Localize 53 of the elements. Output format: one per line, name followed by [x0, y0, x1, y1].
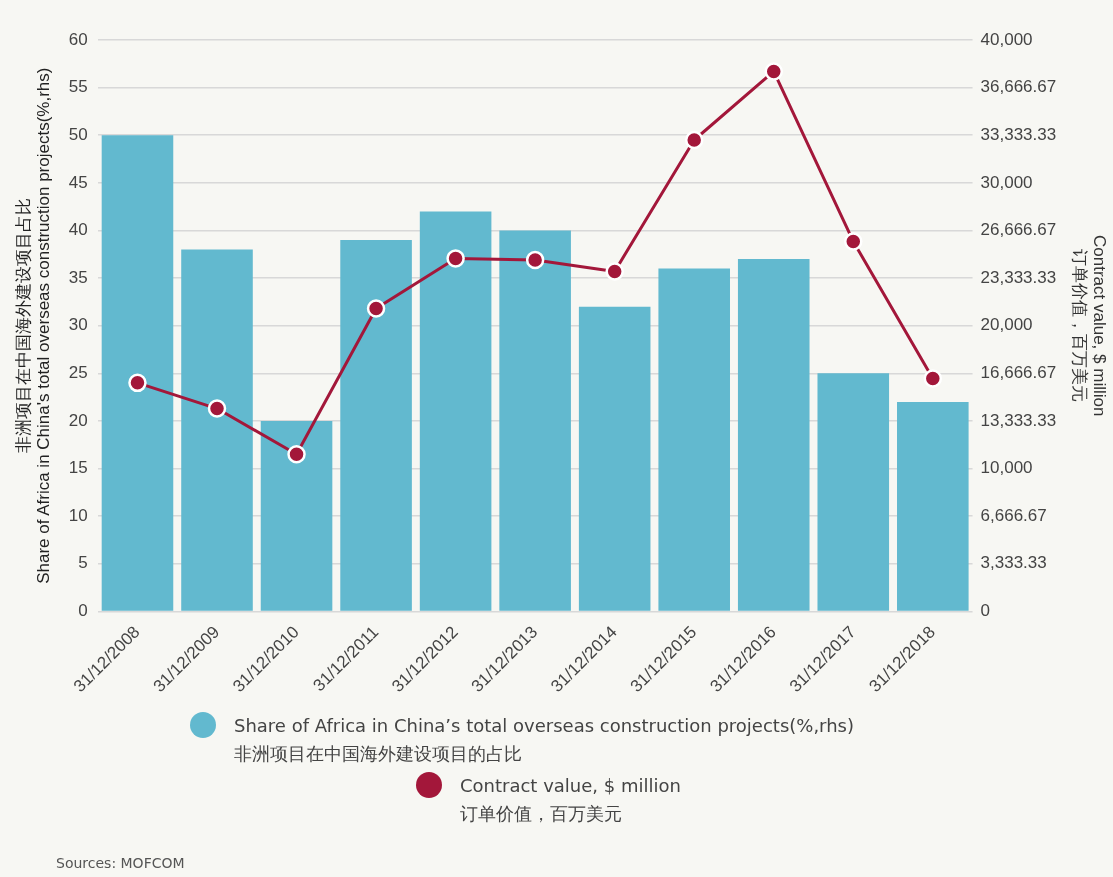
point — [366, 299, 386, 318]
legend-label: Share of Africa in China’s total overseas construction projects(%,rhs) 非洲项目在中国海外建设项目的占比 — [234, 714, 855, 766]
y-tick-label: 45 — [68, 172, 88, 192]
point — [287, 445, 306, 464]
y-tick-label: 15 — [68, 458, 88, 478]
y2-tick-label: 33,333.33 — [980, 124, 1057, 144]
y-tick-label: 35 — [68, 267, 88, 287]
y2-tick-label: 40,000 — [980, 29, 1033, 49]
point — [207, 399, 227, 418]
point — [605, 262, 624, 281]
y2-tick-label: 13,333.33 — [980, 410, 1057, 430]
bar — [737, 259, 810, 611]
source-note: Sources: MOFCOM — [56, 855, 185, 871]
y-tick-label: 25 — [68, 363, 88, 383]
y2-tick-label: 6,666.67 — [980, 505, 1047, 525]
y2-tick-label: 36,666.67 — [980, 77, 1057, 97]
y2-tick-label: 20,000 — [980, 315, 1033, 335]
bar — [658, 268, 730, 611]
bar — [578, 306, 651, 611]
y-tick-label: 60 — [68, 29, 88, 49]
y-tick-label: 5 — [78, 553, 88, 573]
bar — [101, 135, 174, 611]
bar — [340, 239, 412, 611]
y2-tick-label: 30,000 — [980, 172, 1033, 192]
y-tick-label: 50 — [68, 124, 88, 144]
bar — [499, 230, 571, 611]
legend-label: Contract value, $ million 订单价值，百万美元 — [460, 774, 681, 826]
y2-tick-label: 16,666.67 — [980, 363, 1057, 383]
point — [764, 62, 783, 81]
point — [844, 232, 863, 251]
y2-tick-label: 3,333.33 — [980, 553, 1047, 573]
y-tick-label: 10 — [68, 505, 88, 525]
bar — [897, 401, 969, 611]
y2-tick-label: 10,000 — [980, 458, 1033, 478]
bar — [181, 249, 253, 611]
y-axis-title: 非洲项目在中国海外建设项目占比 Share of Africa in China's total overseas construction projects(%,rhs) — [13, 67, 54, 584]
bar — [260, 420, 333, 611]
y2-tick-label: 0 — [980, 601, 991, 621]
y2-tick-label: 23,333.33 — [980, 267, 1057, 287]
y-tick-label: 40 — [68, 220, 88, 240]
point — [525, 250, 545, 270]
y-tick-label: 55 — [68, 77, 88, 97]
bar — [817, 373, 890, 611]
point — [684, 130, 704, 150]
y-tick-label: 20 — [68, 410, 88, 430]
point — [446, 249, 465, 268]
y-tick-label: 30 — [68, 315, 88, 335]
point — [128, 373, 147, 393]
y2-tick-label: 26,666.67 — [980, 220, 1057, 240]
bar — [419, 211, 492, 611]
y-tick-label: 0 — [78, 601, 88, 621]
point — [923, 369, 943, 388]
y2-axis-title: Contract value, $ million 订单价值，百万美元 — [1069, 235, 1110, 417]
